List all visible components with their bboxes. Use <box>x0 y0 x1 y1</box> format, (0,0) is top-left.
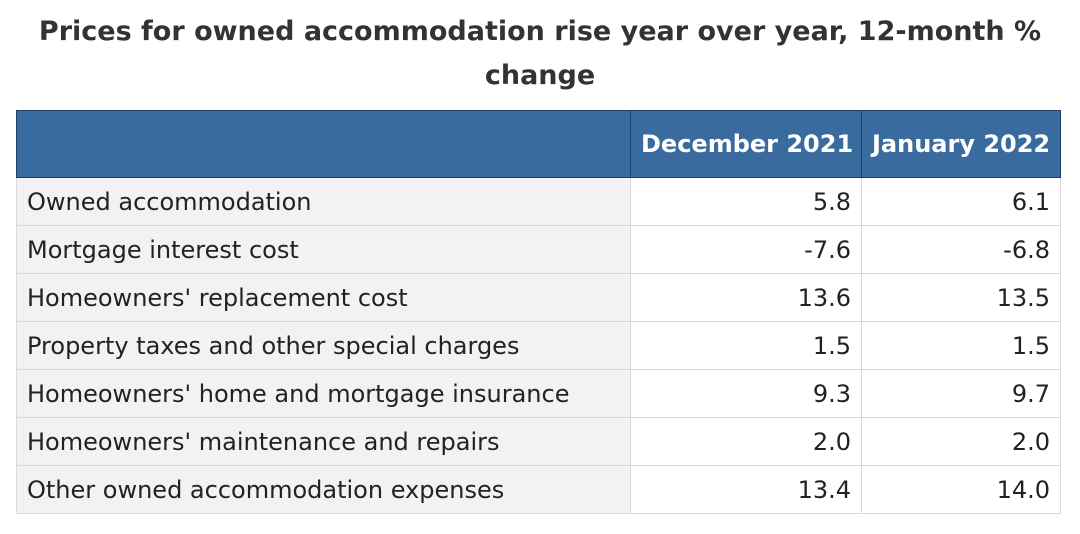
cell-january-2022: 13.5 <box>861 273 1061 322</box>
row-label: Property taxes and other special charges <box>16 321 631 370</box>
cell-december-2021: 1.5 <box>630 321 862 370</box>
table-row: Homeowners' maintenance and repairs 2.0 … <box>16 417 1061 466</box>
cell-december-2021: 5.8 <box>630 177 862 226</box>
header-cell-label <box>16 110 631 178</box>
row-label: Mortgage interest cost <box>16 225 631 274</box>
cell-january-2022: -6.8 <box>861 225 1061 274</box>
cell-december-2021: 13.6 <box>630 273 862 322</box>
cell-december-2021: 9.3 <box>630 369 862 418</box>
table-row: Homeowners' home and mortgage insurance … <box>16 369 1061 418</box>
row-label: Other owned accommodation expenses <box>16 465 631 514</box>
cell-january-2022: 6.1 <box>861 177 1061 226</box>
cell-january-2022: 1.5 <box>861 321 1061 370</box>
cell-december-2021: 2.0 <box>630 417 862 466</box>
header-cell-december-2021: December 2021 <box>630 110 862 178</box>
row-label: Homeowners' maintenance and repairs <box>16 417 631 466</box>
price-table: December 2021 January 2022 Owned accommo… <box>16 110 1061 514</box>
table-row: Homeowners' replacement cost 13.6 13.5 <box>16 273 1061 322</box>
cell-january-2022: 9.7 <box>861 369 1061 418</box>
cell-december-2021: -7.6 <box>630 225 862 274</box>
table-row: Owned accommodation 5.8 6.1 <box>16 177 1061 226</box>
header-cell-january-2022: January 2022 <box>861 110 1061 178</box>
table-title: Prices for owned accommodation rise year… <box>38 16 1042 91</box>
row-label: Homeowners' replacement cost <box>16 273 631 322</box>
table-row: Mortgage interest cost -7.6 -6.8 <box>16 225 1061 274</box>
table-row: Property taxes and other special charges… <box>16 321 1061 370</box>
cell-december-2021: 13.4 <box>630 465 862 514</box>
header-row: December 2021 January 2022 <box>16 110 1061 178</box>
cell-january-2022: 14.0 <box>861 465 1061 514</box>
table-row: Other owned accommodation expenses 13.4 … <box>16 465 1061 514</box>
row-label: Owned accommodation <box>16 177 631 226</box>
cell-january-2022: 2.0 <box>861 417 1061 466</box>
row-label: Homeowners' home and mortgage insurance <box>16 369 631 418</box>
